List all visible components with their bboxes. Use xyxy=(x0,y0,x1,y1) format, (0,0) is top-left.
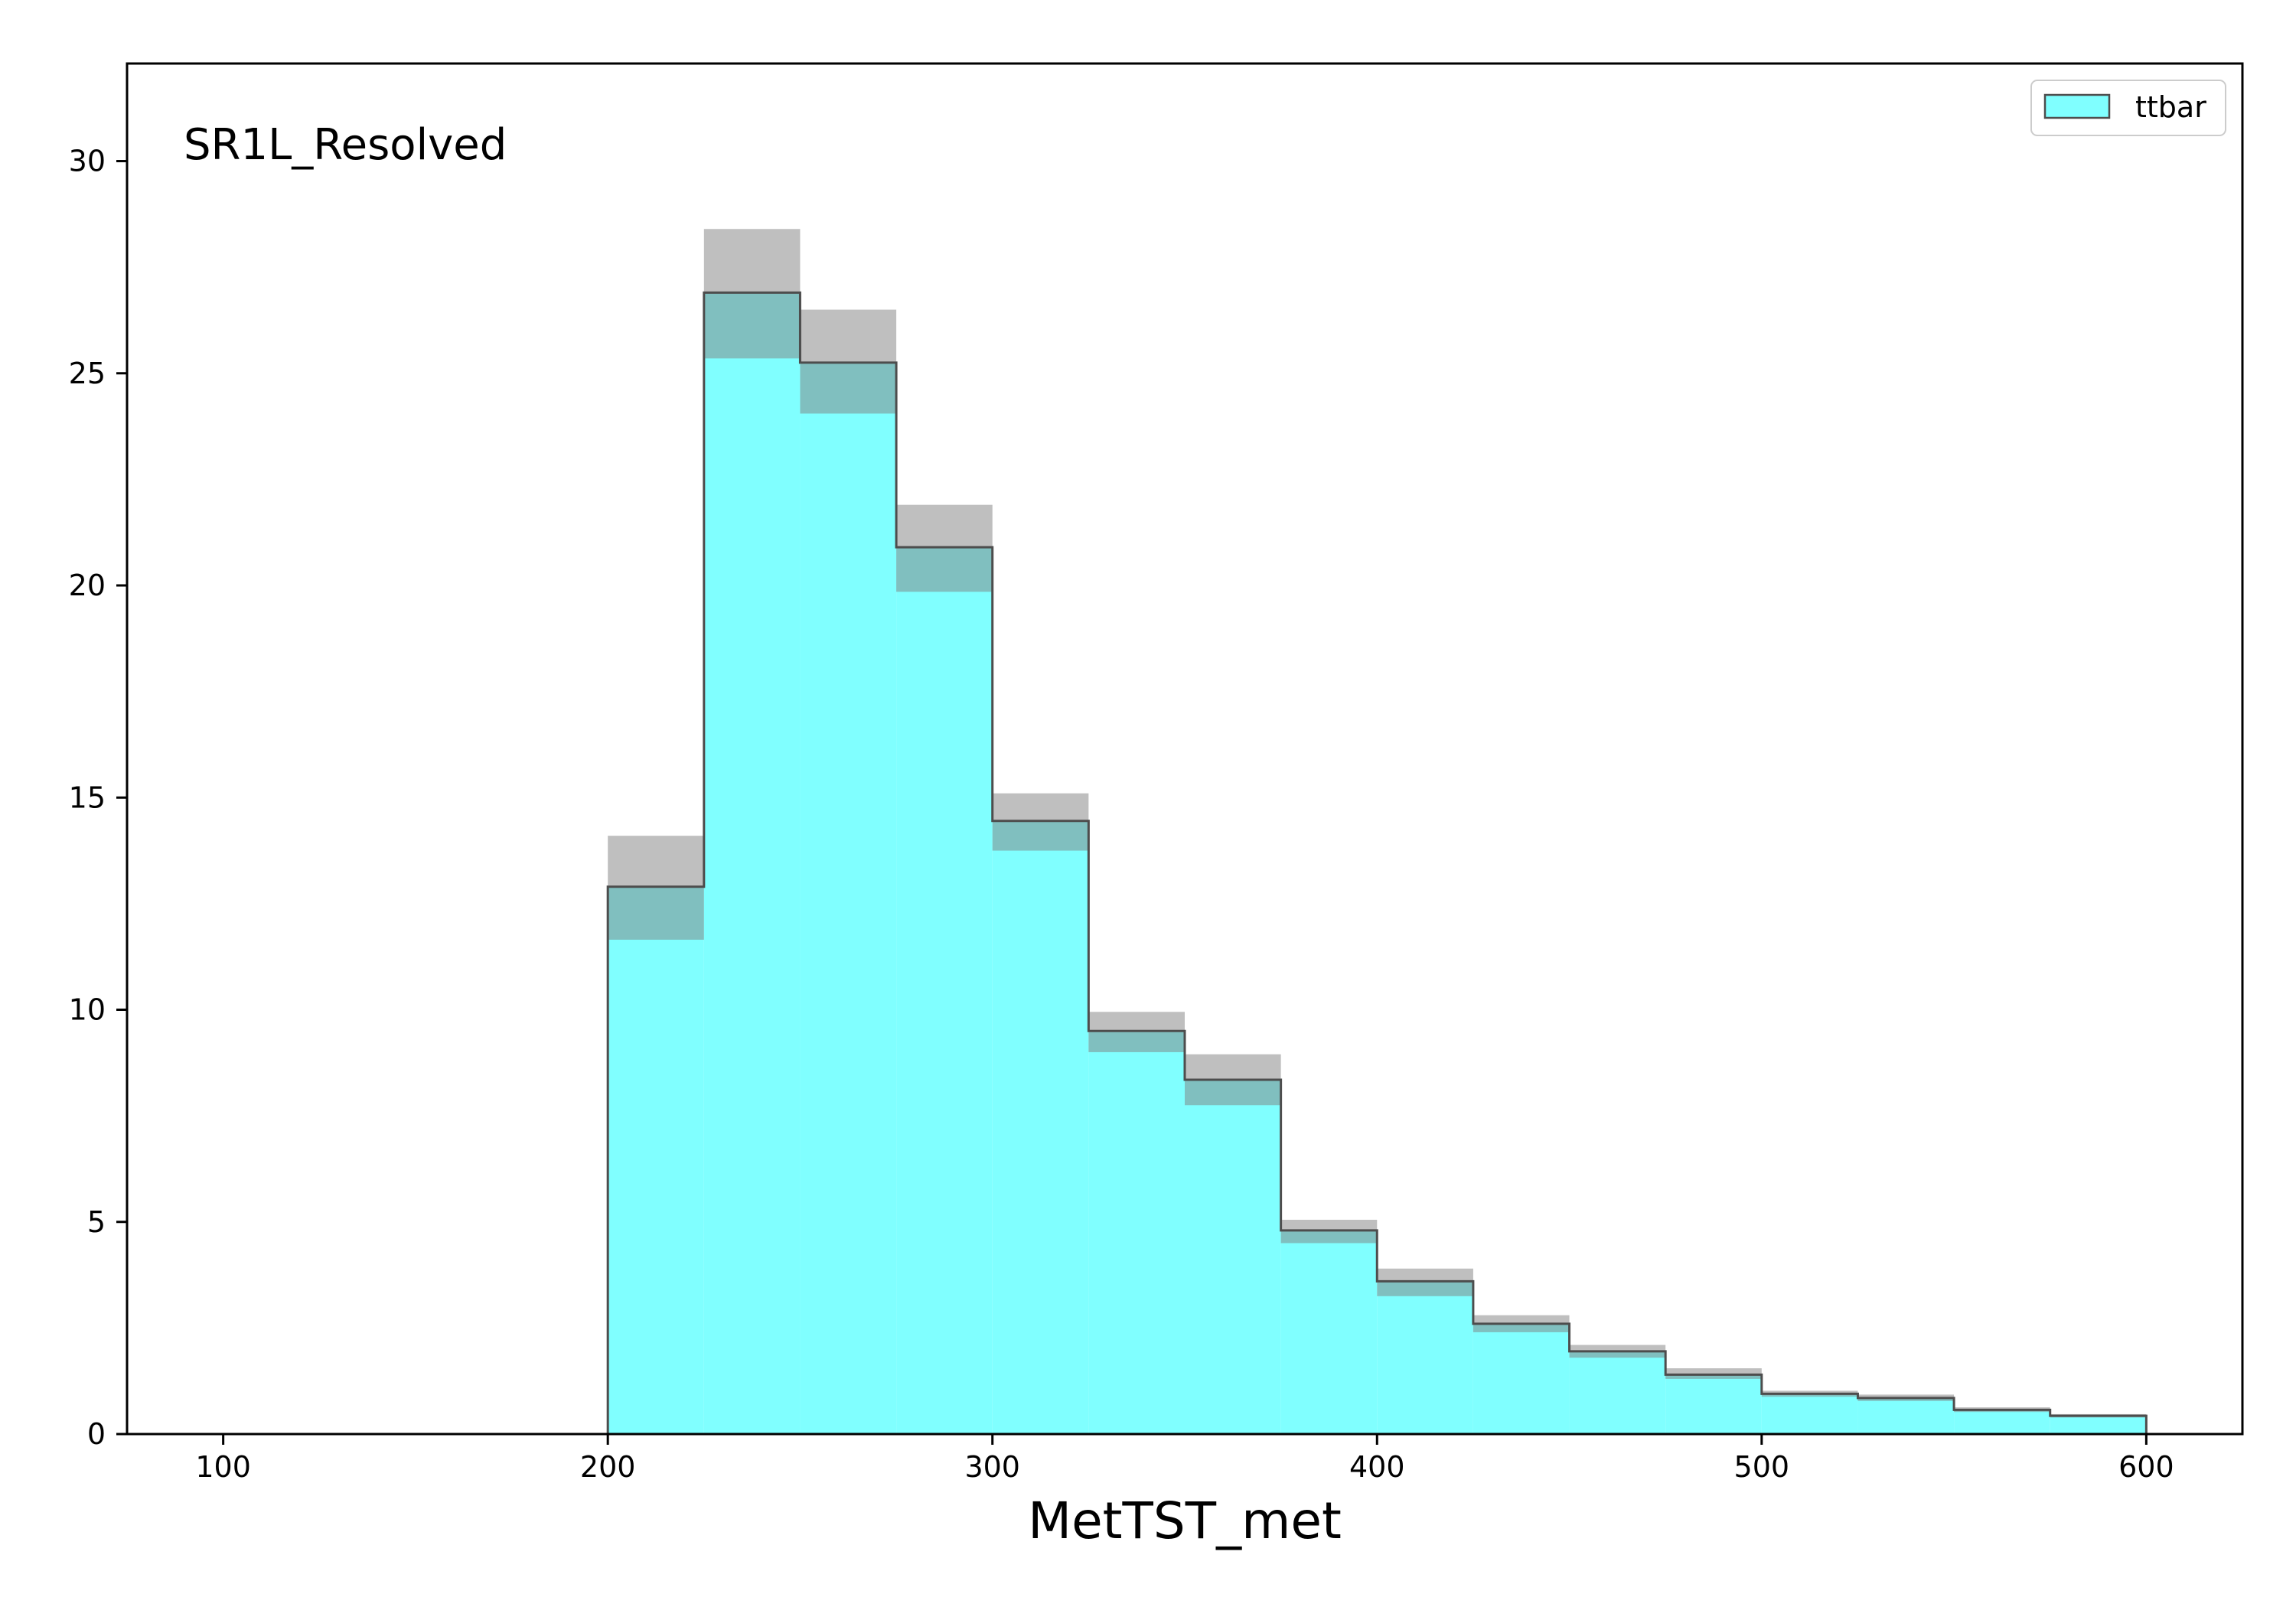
y-tick-label: 10 xyxy=(69,993,106,1027)
histogram-bar xyxy=(2050,1416,2147,1434)
x-tick-label: 400 xyxy=(1349,1450,1405,1484)
y-tick-label: 25 xyxy=(69,357,106,390)
region-label: SR1L_Resolved xyxy=(184,120,507,170)
histogram-bar xyxy=(1473,1323,1570,1434)
histogram-bar xyxy=(1665,1374,1762,1434)
histogram-bar xyxy=(1857,1397,1955,1434)
x-axis-ticks: 100 200 300 400 500 600 xyxy=(195,1434,2174,1484)
histogram-bar xyxy=(992,820,1089,1434)
histogram-bar xyxy=(1569,1351,1666,1434)
histogram-outline xyxy=(606,291,2148,1434)
x-tick-label: 500 xyxy=(1734,1450,1790,1484)
y-tick-label: 0 xyxy=(87,1417,106,1451)
histogram-bar xyxy=(1088,1031,1185,1434)
histogram-bar xyxy=(896,547,993,1434)
y-axis-ticks: 0 5 10 15 20 25 30 xyxy=(69,145,127,1451)
histogram-bar xyxy=(1954,1410,2050,1434)
histogram-bar xyxy=(800,362,897,1435)
y-tick-label: 30 xyxy=(69,145,106,178)
histogram-bar xyxy=(1280,1230,1378,1434)
histogram-bar xyxy=(703,292,801,1434)
plot-area xyxy=(606,229,2148,1435)
x-tick-label: 100 xyxy=(195,1450,251,1484)
legend-swatch-ttbar xyxy=(2043,93,2111,119)
y-tick-label: 15 xyxy=(69,781,106,814)
histogram-bar xyxy=(1761,1393,1858,1434)
legend: ttbar xyxy=(2030,80,2226,136)
axes-frame xyxy=(126,62,2244,1436)
x-tick-label: 600 xyxy=(2118,1450,2174,1484)
x-tick-label: 200 xyxy=(580,1450,636,1484)
histogram-bar xyxy=(608,886,704,1434)
histogram-bar xyxy=(1377,1281,1473,1434)
histogram-bar xyxy=(1185,1080,1281,1434)
x-tick-label: 300 xyxy=(964,1450,1020,1484)
x-axis-title: MetTST_met xyxy=(1028,1491,1342,1550)
y-tick-label: 20 xyxy=(69,569,106,602)
y-tick-label: 5 xyxy=(87,1205,106,1239)
legend-label-ttbar: ttbar xyxy=(2135,90,2206,124)
